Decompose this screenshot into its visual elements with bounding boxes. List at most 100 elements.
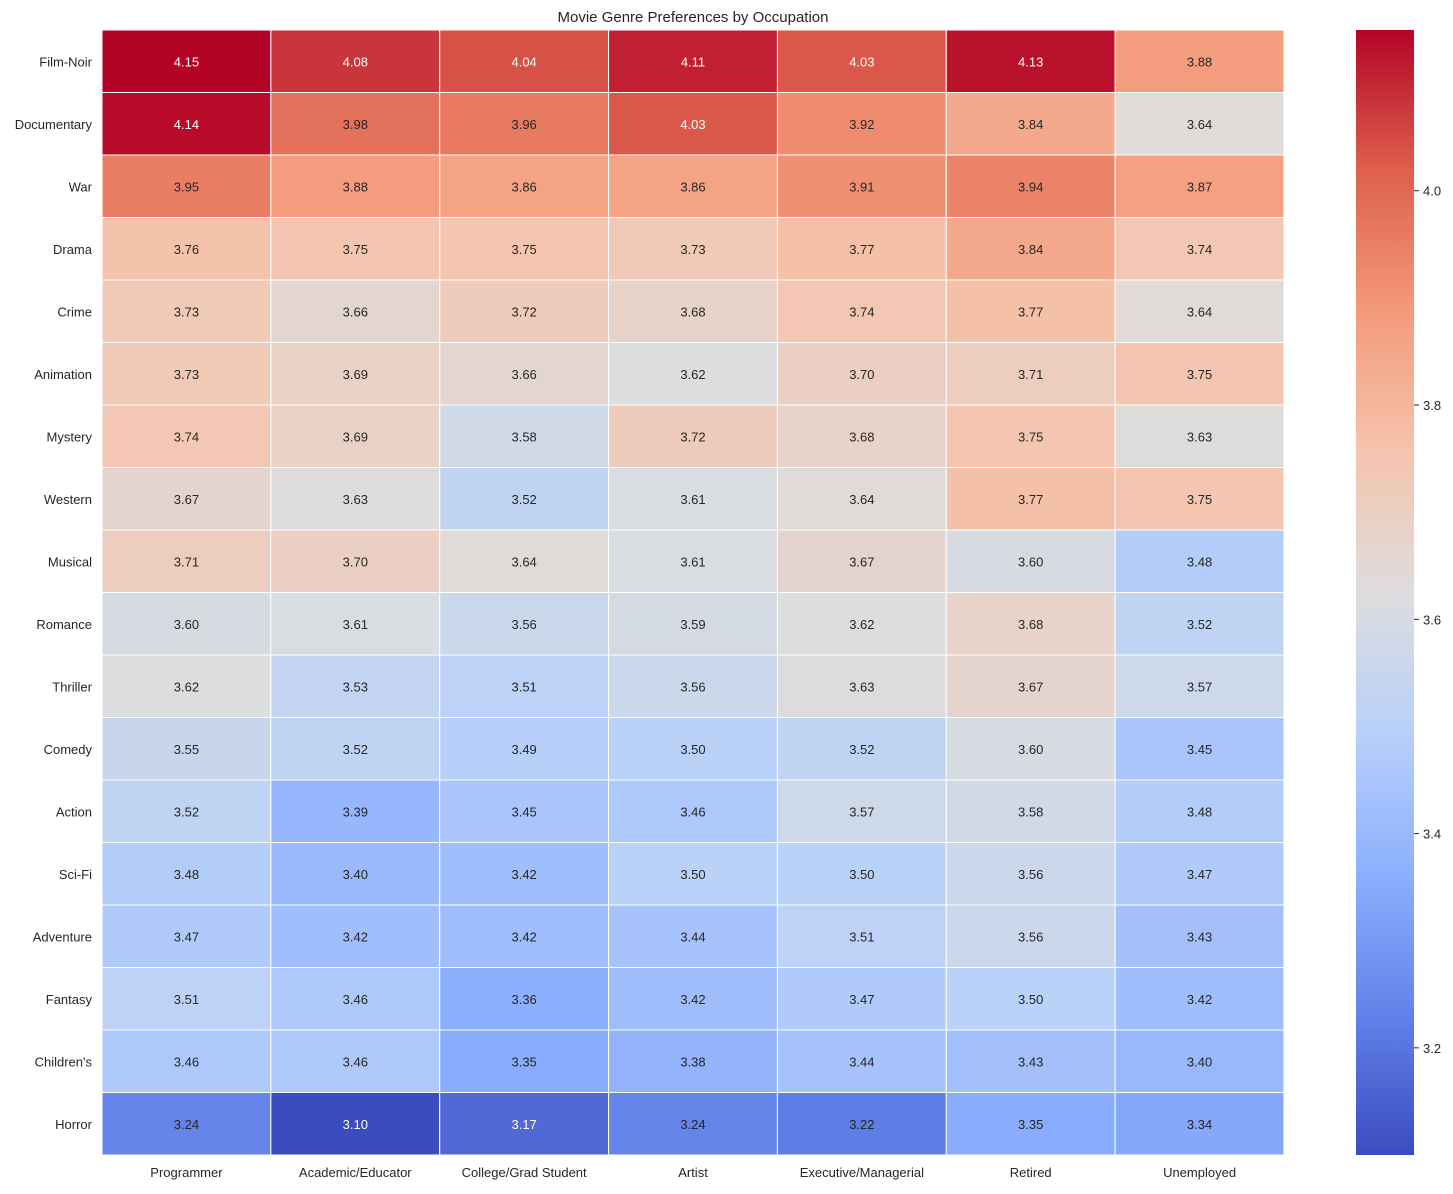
- heatmap-cell: [1114, 467, 1285, 531]
- cell-value-label: 3.75: [1018, 429, 1043, 444]
- cell-value-label: 3.47: [174, 929, 199, 944]
- cell-value-label: 3.50: [680, 867, 705, 882]
- cell-value-label: 3.39: [343, 804, 368, 819]
- heatmap-cell: [101, 904, 272, 968]
- cell-value-label: 3.60: [174, 617, 199, 632]
- heatmap-cell: [608, 467, 778, 531]
- heatmap-cell: [608, 904, 778, 968]
- cell-value-label: 3.36: [511, 992, 536, 1007]
- heatmap-cell: [945, 154, 1116, 218]
- heatmap-cell: [101, 279, 272, 343]
- heatmap-cell: [776, 717, 947, 781]
- heatmap-cell: [101, 1092, 272, 1156]
- cell-value-label: 3.43: [1187, 929, 1212, 944]
- cell-value-label: 3.64: [1187, 117, 1212, 132]
- cell-value-label: 3.84: [1018, 117, 1043, 132]
- row-tick-label: War: [69, 179, 93, 194]
- cell-value-label: 3.67: [849, 554, 874, 569]
- cell-value-label: 4.08: [343, 54, 368, 69]
- heatmap-cell: [1114, 342, 1285, 406]
- heatmap-cell: [1114, 279, 1285, 343]
- cell-value-label: 3.66: [343, 304, 368, 319]
- cell-value-label: 4.14: [174, 117, 199, 132]
- heatmap-cell: [945, 967, 1116, 1031]
- cell-value-label: 3.73: [174, 304, 199, 319]
- row-tick-label: Mystery: [47, 429, 93, 444]
- heatmap-cell: [101, 529, 272, 593]
- row-tick-label: Action: [56, 804, 92, 819]
- cell-value-label: 3.67: [174, 492, 199, 507]
- heatmap-cell: [101, 467, 272, 531]
- cell-value-label: 4.11: [681, 54, 705, 69]
- heatmap-cell: [439, 842, 610, 906]
- cell-value-label: 3.63: [1187, 429, 1212, 444]
- row-labels: Film-Noir Documentary War Drama Crime Animati…: [15, 54, 93, 1132]
- cell-value-label: 3.45: [511, 804, 536, 819]
- row-tick-label: Horror: [55, 1117, 93, 1132]
- heatmap-cell: [101, 404, 272, 468]
- heatmap-cell: [439, 1092, 610, 1156]
- cell-value-label: 3.77: [1018, 304, 1043, 319]
- heatmap-cell: [101, 717, 272, 781]
- heatmap-cell: [776, 467, 947, 531]
- heatmap-cell: [270, 779, 441, 843]
- row-tick-label: Film-Noir: [39, 54, 92, 69]
- cell-value-label: 3.72: [680, 429, 705, 444]
- heatmap-cell: [776, 92, 947, 156]
- cell-value-label: 3.52: [849, 742, 874, 757]
- cell-value-label: 3.88: [343, 179, 368, 194]
- cell-value-label: 3.57: [1187, 679, 1212, 694]
- cell-value-label: 3.48: [1187, 804, 1212, 819]
- heatmap-cell: [776, 967, 947, 1031]
- cell-value-label: 3.42: [511, 867, 536, 882]
- heatmap-cell: [1114, 967, 1285, 1031]
- heatmap-cell: [608, 342, 778, 406]
- heatmap-cell: [1114, 904, 1285, 968]
- colorbar: 3.2 3.4 3.6 3.8 4.0: [1356, 30, 1441, 1155]
- cell-value-label: 3.24: [680, 1117, 705, 1132]
- row-tick-label: Children's: [35, 1054, 93, 1069]
- heatmap-cell: [608, 217, 778, 281]
- cell-value-label: 3.75: [1187, 367, 1212, 382]
- heatmap-cell: [945, 92, 1116, 156]
- cell-value-label: 3.45: [1187, 742, 1212, 757]
- heatmap-cell: [608, 1029, 778, 1093]
- heatmap-cell: [1114, 717, 1285, 781]
- heatmap-cell: [101, 842, 272, 906]
- heatmap-cell: [439, 1029, 610, 1093]
- row-tick-label: Adventure: [33, 929, 92, 944]
- cell-value-label: 3.42: [680, 992, 705, 1007]
- cell-value-label: 3.50: [1018, 992, 1043, 1007]
- cell-value-label: 3.87: [1187, 179, 1212, 194]
- heatmap-cell: [945, 904, 1116, 968]
- heatmap-cell: [101, 592, 272, 656]
- column-tick-label: Executive/Managerial: [800, 1165, 924, 1180]
- row-tick-label: Fantasy: [46, 992, 93, 1007]
- heatmap-cell: [1114, 92, 1285, 156]
- heatmap-cell: [270, 29, 441, 93]
- cell-value-label: 3.35: [1018, 1117, 1043, 1132]
- cell-value-label: 3.42: [1187, 992, 1212, 1007]
- heatmap-cell: [776, 904, 947, 968]
- cell-value-label: 3.88: [1187, 54, 1212, 69]
- cell-value-label: 3.47: [849, 992, 874, 1007]
- heatmap-cell: [270, 717, 441, 781]
- cell-value-label: 3.75: [511, 242, 536, 257]
- cell-value-label: 3.46: [343, 992, 368, 1007]
- heatmap-cell: [101, 342, 272, 406]
- heatmap-cell: [1114, 592, 1285, 656]
- heatmap-cell: [608, 779, 778, 843]
- cell-value-label: 3.40: [1187, 1054, 1212, 1069]
- cell-value-label: 4.03: [849, 54, 874, 69]
- cell-value-label: 3.56: [1018, 929, 1043, 944]
- cell-value-label: 3.68: [849, 429, 874, 444]
- row-tick-label: Thriller: [52, 679, 92, 694]
- cell-value-label: 4.03: [680, 117, 705, 132]
- cell-value-label: 3.58: [1018, 804, 1043, 819]
- heatmap-cell: [270, 467, 441, 531]
- cell-value-label: 3.91: [849, 179, 874, 194]
- cell-value-label: 4.15: [174, 54, 199, 69]
- cell-value-label: 3.43: [1018, 1054, 1043, 1069]
- heatmap-cell: [776, 404, 947, 468]
- row-tick-label: Romance: [36, 617, 92, 632]
